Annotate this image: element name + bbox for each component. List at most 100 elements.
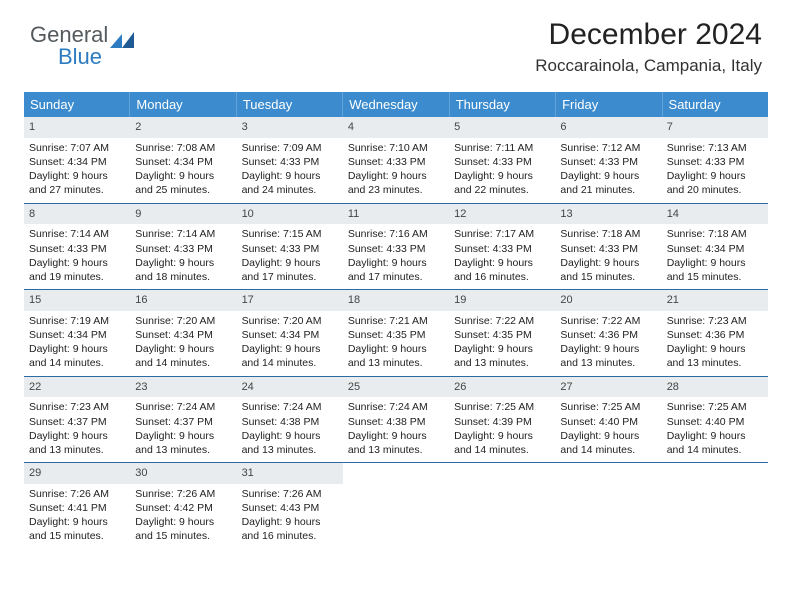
day-cell: 17Sunrise: 7:20 AMSunset: 4:34 PMDayligh… [237,290,343,376]
day-cell [555,463,661,549]
day-number: 7 [662,117,768,138]
day-number: 19 [449,290,555,311]
day-number: 11 [343,204,449,225]
day-info: Sunrise: 7:19 AMSunset: 4:34 PMDaylight:… [24,311,130,376]
day-header: Monday [130,92,236,117]
day-info: Sunrise: 7:23 AMSunset: 4:37 PMDaylight:… [24,397,130,462]
day-number: 1 [24,117,130,138]
day-number: 25 [343,377,449,398]
day-number: 9 [130,204,236,225]
day-number: 21 [662,290,768,311]
page-header: December 2024 Roccarainola, Campania, It… [24,18,768,76]
day-cell [449,463,555,549]
week-row: 8Sunrise: 7:14 AMSunset: 4:33 PMDaylight… [24,203,768,290]
day-number: 3 [237,117,343,138]
day-cell: 31Sunrise: 7:26 AMSunset: 4:43 PMDayligh… [237,463,343,549]
day-cell: 14Sunrise: 7:18 AMSunset: 4:34 PMDayligh… [662,204,768,290]
day-info: Sunrise: 7:11 AMSunset: 4:33 PMDaylight:… [449,138,555,203]
day-number: 18 [343,290,449,311]
day-cell: 1Sunrise: 7:07 AMSunset: 4:34 PMDaylight… [24,117,130,203]
day-cell: 29Sunrise: 7:26 AMSunset: 4:41 PMDayligh… [24,463,130,549]
day-cell: 3Sunrise: 7:09 AMSunset: 4:33 PMDaylight… [237,117,343,203]
day-number: 28 [662,377,768,398]
day-info: Sunrise: 7:24 AMSunset: 4:37 PMDaylight:… [130,397,236,462]
day-number: 27 [555,377,661,398]
day-number: 5 [449,117,555,138]
day-info: Sunrise: 7:22 AMSunset: 4:35 PMDaylight:… [449,311,555,376]
day-info: Sunrise: 7:13 AMSunset: 4:33 PMDaylight:… [662,138,768,203]
day-cell: 7Sunrise: 7:13 AMSunset: 4:33 PMDaylight… [662,117,768,203]
week-row: 22Sunrise: 7:23 AMSunset: 4:37 PMDayligh… [24,376,768,463]
day-cell: 15Sunrise: 7:19 AMSunset: 4:34 PMDayligh… [24,290,130,376]
day-number: 24 [237,377,343,398]
day-cell: 18Sunrise: 7:21 AMSunset: 4:35 PMDayligh… [343,290,449,376]
day-info: Sunrise: 7:18 AMSunset: 4:33 PMDaylight:… [555,224,661,289]
day-cell: 10Sunrise: 7:15 AMSunset: 4:33 PMDayligh… [237,204,343,290]
weeks-container: 1Sunrise: 7:07 AMSunset: 4:34 PMDaylight… [24,117,768,549]
week-row: 15Sunrise: 7:19 AMSunset: 4:34 PMDayligh… [24,289,768,376]
day-header: Friday [556,92,662,117]
day-cell: 12Sunrise: 7:17 AMSunset: 4:33 PMDayligh… [449,204,555,290]
day-header: Saturday [663,92,768,117]
day-cell: 9Sunrise: 7:14 AMSunset: 4:33 PMDaylight… [130,204,236,290]
day-cell: 5Sunrise: 7:11 AMSunset: 4:33 PMDaylight… [449,117,555,203]
day-info: Sunrise: 7:25 AMSunset: 4:40 PMDaylight:… [555,397,661,462]
day-number: 31 [237,463,343,484]
day-info: Sunrise: 7:23 AMSunset: 4:36 PMDaylight:… [662,311,768,376]
day-cell: 25Sunrise: 7:24 AMSunset: 4:38 PMDayligh… [343,377,449,463]
week-row: 1Sunrise: 7:07 AMSunset: 4:34 PMDaylight… [24,117,768,203]
day-cell: 20Sunrise: 7:22 AMSunset: 4:36 PMDayligh… [555,290,661,376]
day-cell: 22Sunrise: 7:23 AMSunset: 4:37 PMDayligh… [24,377,130,463]
day-info: Sunrise: 7:07 AMSunset: 4:34 PMDaylight:… [24,138,130,203]
day-info: Sunrise: 7:25 AMSunset: 4:40 PMDaylight:… [662,397,768,462]
day-cell: 16Sunrise: 7:20 AMSunset: 4:34 PMDayligh… [130,290,236,376]
day-cell: 23Sunrise: 7:24 AMSunset: 4:37 PMDayligh… [130,377,236,463]
day-number: 4 [343,117,449,138]
day-number: 6 [555,117,661,138]
calendar: SundayMondayTuesdayWednesdayThursdayFrid… [24,92,768,549]
day-number: 26 [449,377,555,398]
day-cell: 26Sunrise: 7:25 AMSunset: 4:39 PMDayligh… [449,377,555,463]
day-cell: 2Sunrise: 7:08 AMSunset: 4:34 PMDaylight… [130,117,236,203]
day-info: Sunrise: 7:14 AMSunset: 4:33 PMDaylight:… [24,224,130,289]
day-header: Wednesday [343,92,449,117]
day-info: Sunrise: 7:18 AMSunset: 4:34 PMDaylight:… [662,224,768,289]
day-cell: 28Sunrise: 7:25 AMSunset: 4:40 PMDayligh… [662,377,768,463]
day-number: 23 [130,377,236,398]
day-number: 2 [130,117,236,138]
day-cell: 30Sunrise: 7:26 AMSunset: 4:42 PMDayligh… [130,463,236,549]
day-info: Sunrise: 7:14 AMSunset: 4:33 PMDaylight:… [130,224,236,289]
day-info: Sunrise: 7:16 AMSunset: 4:33 PMDaylight:… [343,224,449,289]
day-cell: 11Sunrise: 7:16 AMSunset: 4:33 PMDayligh… [343,204,449,290]
day-info: Sunrise: 7:24 AMSunset: 4:38 PMDaylight:… [237,397,343,462]
page-title: December 2024 [24,18,762,52]
day-info: Sunrise: 7:25 AMSunset: 4:39 PMDaylight:… [449,397,555,462]
day-info: Sunrise: 7:17 AMSunset: 4:33 PMDaylight:… [449,224,555,289]
day-info: Sunrise: 7:26 AMSunset: 4:41 PMDaylight:… [24,484,130,549]
day-info: Sunrise: 7:20 AMSunset: 4:34 PMDaylight:… [237,311,343,376]
day-info: Sunrise: 7:26 AMSunset: 4:42 PMDaylight:… [130,484,236,549]
day-number: 16 [130,290,236,311]
brand-logo: GeneralBlue [30,22,134,70]
brand-part2: Blue [58,44,134,70]
day-info: Sunrise: 7:08 AMSunset: 4:34 PMDaylight:… [130,138,236,203]
day-number: 10 [237,204,343,225]
day-info: Sunrise: 7:12 AMSunset: 4:33 PMDaylight:… [555,138,661,203]
day-number: 14 [662,204,768,225]
day-cell [662,463,768,549]
day-number: 12 [449,204,555,225]
day-cell: 21Sunrise: 7:23 AMSunset: 4:36 PMDayligh… [662,290,768,376]
day-number: 30 [130,463,236,484]
day-header-row: SundayMondayTuesdayWednesdayThursdayFrid… [24,92,768,117]
day-cell: 4Sunrise: 7:10 AMSunset: 4:33 PMDaylight… [343,117,449,203]
day-info: Sunrise: 7:10 AMSunset: 4:33 PMDaylight:… [343,138,449,203]
day-cell [343,463,449,549]
page-subtitle: Roccarainola, Campania, Italy [24,56,762,76]
day-cell: 19Sunrise: 7:22 AMSunset: 4:35 PMDayligh… [449,290,555,376]
day-info: Sunrise: 7:24 AMSunset: 4:38 PMDaylight:… [343,397,449,462]
day-header: Tuesday [237,92,343,117]
day-cell: 13Sunrise: 7:18 AMSunset: 4:33 PMDayligh… [555,204,661,290]
day-number: 17 [237,290,343,311]
day-number: 29 [24,463,130,484]
day-info: Sunrise: 7:09 AMSunset: 4:33 PMDaylight:… [237,138,343,203]
